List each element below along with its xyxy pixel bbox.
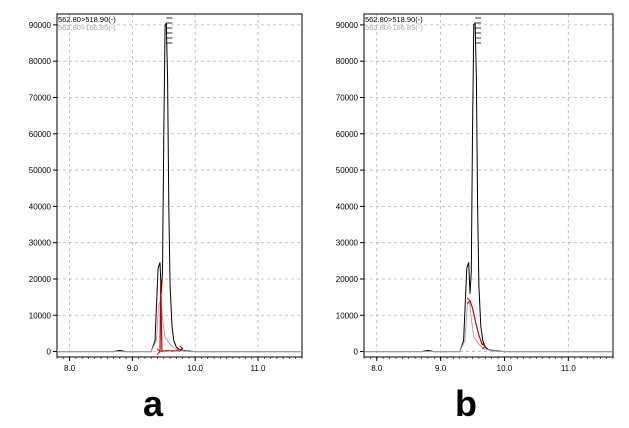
y-tick-label: 70000 [336,93,359,102]
y-tick-label: 30000 [29,239,52,248]
x-tick-label: 10.0 [187,364,203,373]
x-tick-label: 9.0 [127,364,139,373]
integration-marker [466,297,471,305]
legend-entry-0: 562.80>518.90(-) [365,15,423,24]
y-tick-label: 90000 [336,21,359,30]
series-line-1 [364,300,613,353]
series-line-1 [57,300,302,353]
y-tick-label: 60000 [29,130,52,139]
x-tick-label: 10.0 [497,364,513,373]
y-tick-label: 50000 [29,166,52,175]
legend-entry-0: 562.80>518.90(-) [58,15,116,24]
x-tick-label: 8.0 [64,364,76,373]
plot-frame [363,13,614,358]
y-tick-label: 40000 [336,202,359,211]
y-tick-label: 60000 [336,130,359,139]
legend-entry-1: 562.80>166.85(-) [58,23,116,32]
x-tick-label: 9.0 [435,364,447,373]
x-tick-label: 8.0 [371,364,383,373]
series-line-2 [469,300,486,347]
y-tick-label: 90000 [29,21,52,30]
y-tick-label: 80000 [336,57,359,66]
y-tick-label: 20000 [29,275,52,284]
y-tick-label: 30000 [336,239,359,248]
x-tick-label: 11.0 [251,364,267,373]
y-tick-label: 0 [354,348,359,357]
y-tick-label: 40000 [29,202,52,211]
y-tick-label: 10000 [29,311,52,320]
panel-label-b: b [455,383,477,424]
integration-marker [179,345,184,353]
x-tick-label: 11.0 [561,364,577,373]
y-tick-label: 70000 [29,93,52,102]
plot-frame [56,13,303,358]
integration-marker [481,342,487,350]
series-line-0 [364,22,613,353]
integration-marker [156,348,161,355]
y-tick-label: 10000 [336,311,359,320]
y-tick-label: 0 [47,348,52,357]
y-tick-label: 20000 [336,275,359,284]
y-tick-label: 50000 [336,166,359,175]
legend-entry-1: 562.80>166.85(-) [365,23,423,32]
series-line-2 [159,278,183,353]
series-line-0 [57,22,302,353]
panel-label-a: a [143,383,164,424]
y-tick-label: 80000 [29,57,52,66]
chart-a: 0 10000 20000 30000 40000 50000 60000 70000 8000… [29,13,303,373]
chart-b: 0 10000 20000 30000 40000 50000 60000 70000 8000… [336,13,614,373]
